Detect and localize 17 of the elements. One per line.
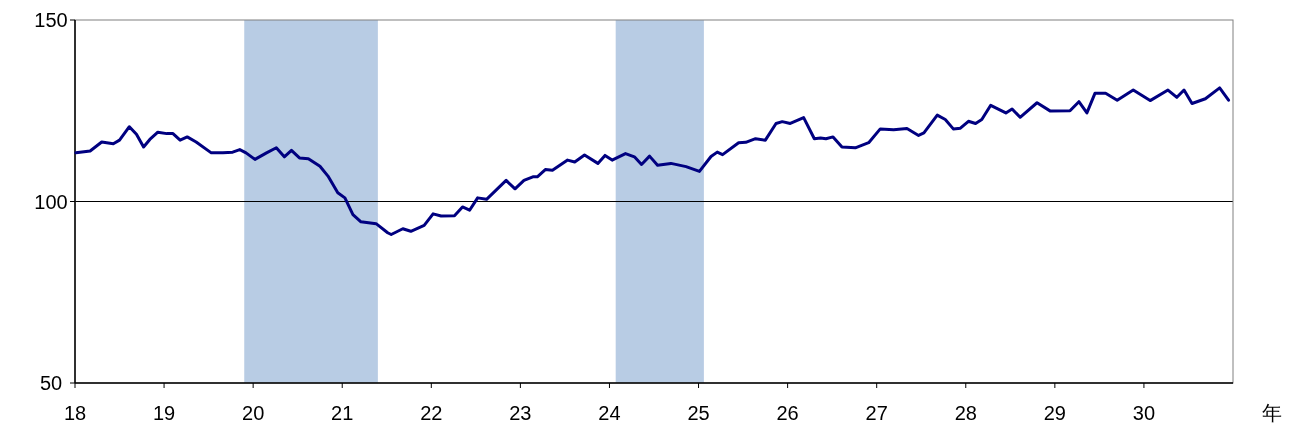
x-tick-label: 23 (509, 402, 532, 424)
x-axis-title: 年 (1262, 402, 1282, 424)
x-tick-label: 22 (420, 402, 443, 424)
x-tick-label: 19 (152, 402, 176, 424)
x-tick-label: 28 (954, 402, 977, 424)
y-tick-label: 100 (34, 190, 68, 213)
x-tick-label: 25 (687, 402, 710, 424)
y-tick-label: 50 (39, 372, 63, 394)
x-tick-label: 24 (598, 402, 621, 424)
x-tick-label: 21 (331, 402, 354, 424)
x-tick-label: 26 (776, 402, 799, 424)
y-tick-label: 150 (34, 9, 68, 31)
x-tick-label: 29 (1043, 402, 1066, 424)
x-tick-label: 27 (865, 402, 888, 424)
x-tick-label: 20 (242, 402, 265, 424)
x-tick-label: 30 (1132, 402, 1156, 424)
x-tick-label: 18 (63, 402, 87, 424)
